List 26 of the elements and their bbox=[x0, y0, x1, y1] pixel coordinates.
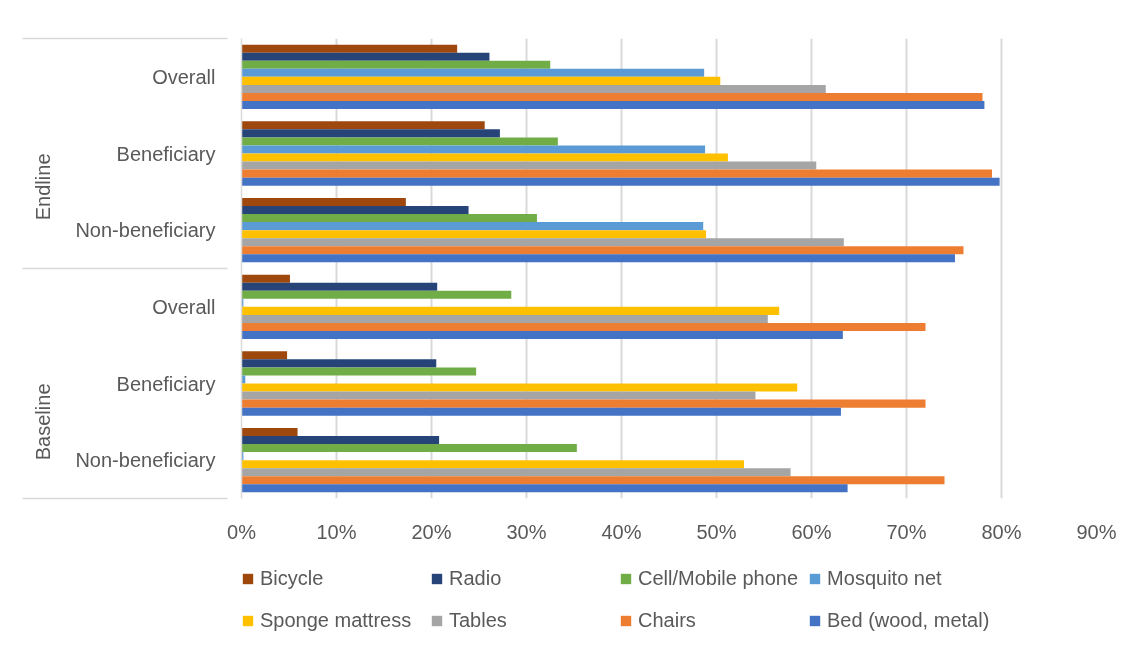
legend-label: Sponge mattress bbox=[260, 609, 413, 632]
x-tick-label: 0% bbox=[227, 520, 257, 543]
x-tick-label: 80% bbox=[981, 520, 1022, 543]
x-tick-label: 20% bbox=[411, 520, 452, 543]
legend-label: Mosquito net bbox=[827, 567, 943, 590]
text: Baseline bbox=[31, 383, 54, 461]
legend-label: Chairs bbox=[638, 609, 697, 632]
y-tick-label: Beneficiary bbox=[116, 142, 216, 165]
x-tick-label: 90% bbox=[1076, 520, 1117, 543]
legend-label: Cell/Mobile phone bbox=[638, 567, 799, 590]
x-tick-label: 40% bbox=[601, 520, 642, 543]
legend-label: Bed (wood, metal) bbox=[827, 609, 990, 632]
x-tick-label: 30% bbox=[506, 520, 547, 543]
legend-label: Radio bbox=[449, 567, 503, 590]
legend-label: Tables bbox=[449, 609, 508, 632]
text: Endline bbox=[31, 153, 54, 221]
x-tick-label: 50% bbox=[696, 520, 737, 543]
y-tick-label: Non-beneficiary bbox=[75, 219, 216, 242]
y-tick-label: Overall bbox=[152, 295, 216, 318]
x-tick-label: 60% bbox=[791, 520, 832, 543]
x-tick-label: 10% bbox=[316, 520, 357, 543]
x-tick-label: 70% bbox=[886, 520, 927, 543]
y-tick-label: Non-beneficiary bbox=[75, 449, 216, 472]
legend-label: Bicycle bbox=[260, 567, 325, 590]
y-tick-label: Overall bbox=[152, 65, 216, 88]
y-tick-label: Beneficiary bbox=[116, 372, 216, 395]
